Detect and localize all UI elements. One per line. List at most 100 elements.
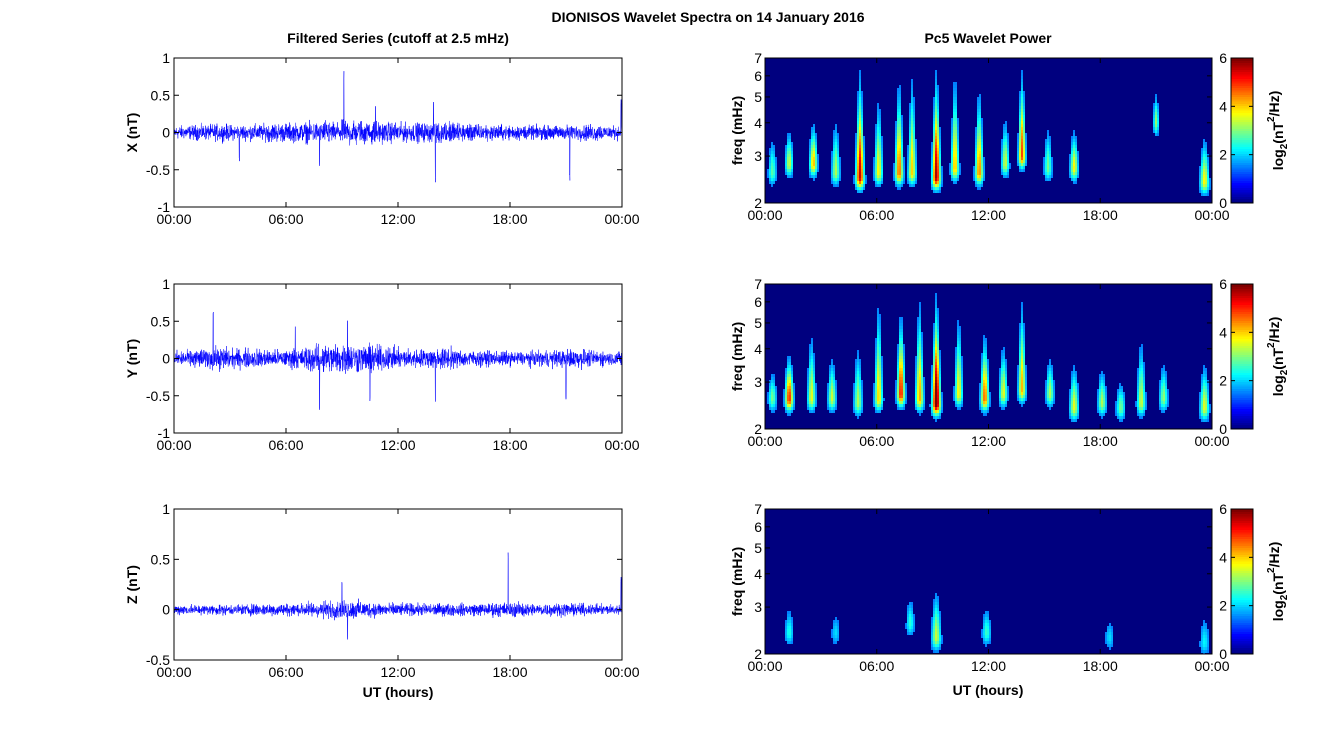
colorbar-swatch (1231, 622, 1253, 626)
colorbar-swatch (1231, 62, 1253, 66)
power-cells (907, 629, 909, 632)
power-cells (937, 160, 939, 163)
power-cells (937, 365, 939, 368)
power-cells (935, 142, 937, 145)
colorbar-swatch (1231, 345, 1253, 349)
power-cells (937, 398, 939, 401)
colorbar-swatch (1231, 137, 1253, 141)
power-cells (901, 395, 903, 398)
power-cells (985, 401, 987, 404)
power-cells (935, 629, 937, 632)
power-cells (977, 178, 979, 181)
power-cells (789, 386, 791, 389)
power-cells (937, 401, 939, 404)
power-cells (877, 386, 879, 389)
x-tick-label: 00:00 (156, 664, 191, 680)
power-cells (933, 641, 935, 644)
colorbar-swatch (1231, 297, 1253, 301)
colorbar-swatch (1231, 570, 1253, 574)
power-cells (773, 175, 775, 178)
colorbar-tick-label: 6 (1219, 501, 1227, 517)
power-cells (935, 154, 937, 157)
power-cells (937, 172, 939, 175)
power-cells (985, 389, 987, 392)
power-cells (909, 623, 911, 626)
colorbar-tick-label: 0 (1219, 421, 1227, 437)
colorbar-swatch (1231, 200, 1253, 204)
colorbar-swatch (1231, 395, 1253, 398)
colorbar-swatch (1231, 561, 1253, 564)
colorbar-swatch (1231, 58, 1253, 61)
power-cells (935, 181, 937, 184)
colorbar-swatch (1231, 651, 1253, 655)
power-cells (985, 380, 987, 383)
colorbar-tick-label: 4 (1219, 549, 1227, 565)
colorbar-swatch (1231, 556, 1253, 560)
colorbar-swatch (1231, 374, 1253, 378)
freq-tick-label: 5 (754, 89, 762, 105)
power-cells (937, 148, 939, 151)
right-xlabel: UT (hours) (953, 682, 1024, 698)
colorbar-swatch (1231, 629, 1253, 632)
power-cells (937, 395, 939, 398)
power-cells (901, 157, 903, 160)
power-cells (1163, 380, 1165, 383)
power-cells (935, 638, 937, 641)
x-tick-label: 00:00 (604, 211, 639, 227)
colorbar-swatch (1231, 76, 1253, 79)
colorbar-swatch (1231, 159, 1253, 163)
colorbar-swatch (1231, 98, 1253, 102)
power-cells (933, 635, 935, 638)
power-cells (899, 395, 901, 398)
power-cells (1143, 401, 1145, 404)
power-cells (935, 380, 937, 383)
power-cells (911, 157, 913, 160)
power-cells (1201, 172, 1203, 175)
power-cells (937, 392, 939, 395)
power-cells (1019, 145, 1021, 148)
power-cells (935, 127, 937, 130)
y-tick-label: 0 (162, 351, 170, 367)
power-cells (899, 151, 901, 154)
power-cells (1205, 181, 1207, 184)
power-cells (1155, 118, 1157, 121)
colorbar-swatch (1231, 144, 1253, 147)
power-cells (913, 169, 915, 172)
colorbar-swatch (1231, 592, 1253, 596)
power-cells (1207, 644, 1209, 647)
power-cells (789, 389, 791, 392)
colorbar-swatch (1231, 333, 1253, 337)
x-tick-label: 00:00 (604, 664, 639, 680)
x-tick-label: 06:00 (859, 207, 894, 223)
power-cells (959, 389, 961, 392)
colorbar-label-part: (nT (1270, 348, 1286, 370)
colorbar-swatch (1231, 71, 1253, 75)
colorbar-swatch (1231, 351, 1253, 355)
power-cells (937, 383, 939, 386)
power-cells (985, 626, 987, 629)
colorbar-tick-label: 0 (1219, 195, 1227, 211)
power-cells (909, 163, 911, 166)
colorbar-swatch (1231, 331, 1253, 335)
power-cells (905, 626, 907, 629)
colorbar-swatch (1231, 626, 1253, 630)
power-cells (935, 347, 937, 350)
colorbar-swatch (1231, 80, 1253, 84)
colorbar-label-part: /Hz) (1266, 91, 1282, 117)
y-tick-label: 0 (162, 125, 170, 141)
power-cells (1203, 181, 1205, 184)
power-cells (861, 148, 879, 160)
power-cells (979, 160, 981, 163)
power-cells (919, 395, 921, 398)
colorbar-swatch (1231, 193, 1253, 197)
power-cells (935, 386, 937, 407)
power-cells (789, 404, 791, 407)
power-cells (877, 383, 879, 386)
power-cells (901, 377, 903, 380)
colorbar-swatch (1231, 295, 1253, 299)
x-tick-label: 06:00 (268, 211, 303, 227)
power-cells (857, 157, 859, 160)
power-cells (899, 175, 901, 178)
colorbar-swatch (1231, 286, 1253, 290)
